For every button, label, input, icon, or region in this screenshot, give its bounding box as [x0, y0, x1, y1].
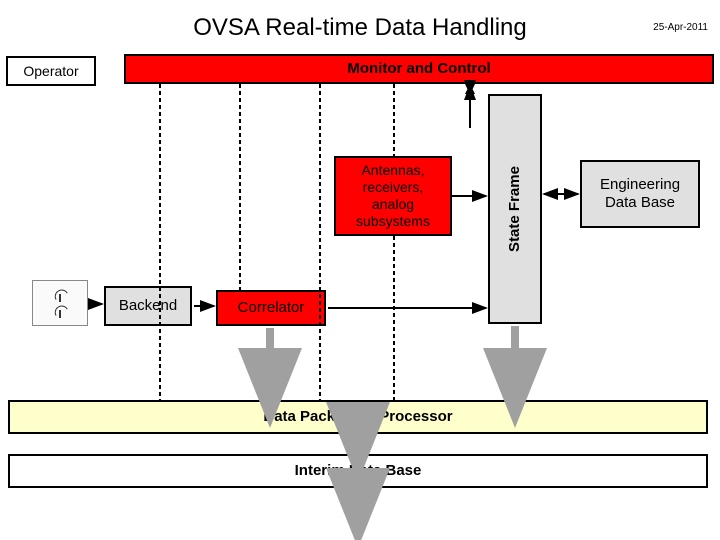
- date-label: 25-Apr-2011: [653, 22, 708, 33]
- state-frame-label: State Frame: [506, 166, 524, 252]
- engineering-db-box: EngineeringData Base: [580, 160, 700, 228]
- antenna-icon: [53, 288, 67, 302]
- interim-db-box: Interim Data Base: [8, 454, 708, 488]
- backend-box: Backend: [104, 286, 192, 326]
- antenna-icon-group: [32, 280, 88, 326]
- operator-box: Operator: [6, 56, 96, 86]
- monitor-control-box: Monitor and Control: [124, 54, 714, 84]
- antenna-icon: [53, 304, 67, 318]
- antennas-box: Antennas,receivers,analogsubsystems: [334, 156, 452, 236]
- page-title: OVSA Real-time Data Handling: [0, 14, 720, 42]
- data-packaging-box: Data Packaging Processor: [8, 400, 708, 434]
- state-frame-box: State Frame: [488, 94, 542, 324]
- correlator-box: Correlator: [216, 290, 326, 326]
